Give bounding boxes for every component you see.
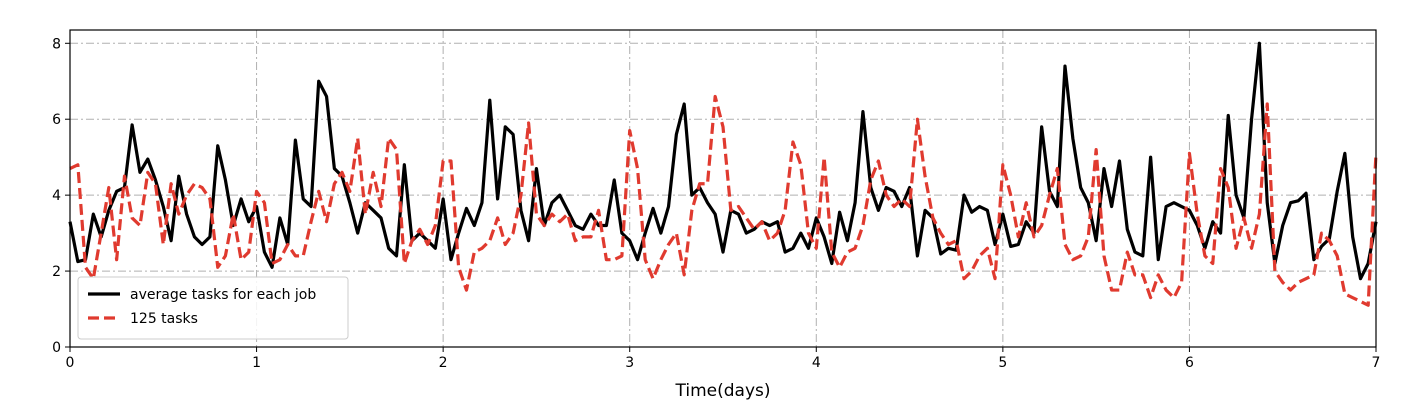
legend: average tasks for each job 125 tasks <box>77 276 349 340</box>
lines <box>68 41 1378 307</box>
ticks: 0 1 2 3 4 5 6 7 0 2 4 6 8 <box>52 36 1380 371</box>
plot-frame <box>69 29 1377 348</box>
legend-label: average tasks for each job <box>130 287 316 303</box>
y-tick-label: 2 <box>52 264 61 280</box>
x-tick-label: 3 <box>625 355 634 371</box>
series-line <box>68 41 1378 281</box>
x-tick-label: 1 <box>252 355 261 371</box>
x-tick-label: 5 <box>998 355 1007 371</box>
x-tick-label: 4 <box>812 355 821 371</box>
x-tick-label: 0 <box>66 355 75 371</box>
legend-box <box>77 276 349 340</box>
x-tick-label: 7 <box>1372 355 1381 371</box>
x-tick-label: 6 <box>1185 355 1194 371</box>
y-tick-label: 0 <box>52 340 61 356</box>
series-line <box>69 94 1378 307</box>
x-tick-label: 2 <box>439 355 448 371</box>
y-tick-label: 6 <box>52 112 61 128</box>
y-tick-label: 8 <box>52 36 61 52</box>
legend-label: 125 tasks <box>130 311 198 327</box>
x-axis-label: Time(days) <box>675 381 771 401</box>
y-tick-label: 4 <box>52 188 61 204</box>
